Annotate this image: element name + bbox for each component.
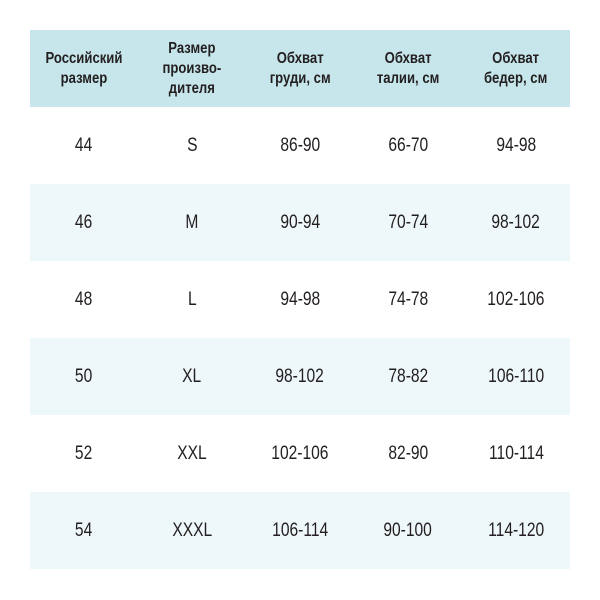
table-cell: 102-106 <box>462 261 570 338</box>
header-hips: Обхват бедер, см <box>462 30 570 107</box>
table-cell: 48 <box>30 261 138 338</box>
table-cell: 44 <box>30 107 138 184</box>
cell-value: 94-98 <box>496 134 536 156</box>
table-cell: 94-98 <box>462 107 570 184</box>
table-cell: 66-70 <box>354 107 462 184</box>
cell-value: 70-74 <box>388 211 428 233</box>
table-cell: 78-82 <box>354 338 462 415</box>
cell-value: S <box>186 134 198 156</box>
header-waist: Обхват талии, см <box>354 30 462 107</box>
cell-value: XXXL <box>172 519 212 541</box>
header-manufacturer-size: Размер произво- дителя <box>138 30 246 107</box>
table-cell: 110-114 <box>462 415 570 492</box>
table-cell: 102-106 <box>246 415 354 492</box>
table-cell: 74-78 <box>354 261 462 338</box>
cell-value: 48 <box>75 288 93 310</box>
cell-value: XXL <box>177 442 207 464</box>
cell-value: 106-110 <box>487 365 545 387</box>
cell-value: 90-100 <box>383 519 433 541</box>
cell-value: 114-120 <box>487 519 545 541</box>
cell-value: 98-102 <box>275 365 325 387</box>
table-cell: M <box>138 184 246 261</box>
cell-value: 110-114 <box>488 442 544 464</box>
cell-value: M <box>185 211 199 233</box>
cell-value: 44 <box>75 134 93 156</box>
table-cell: XL <box>138 338 246 415</box>
header-label: Российский размер <box>45 49 123 87</box>
cell-value: 102-106 <box>271 442 329 464</box>
table-row: 48 L 94-98 74-78 102-106 <box>30 261 570 338</box>
table-cell: L <box>138 261 246 338</box>
table-cell: 90-100 <box>354 492 462 569</box>
table-row: 46 M 90-94 70-74 98-102 <box>30 184 570 261</box>
table-cell: 98-102 <box>462 184 570 261</box>
table-row: 54 XXXL 106-114 90-100 114-120 <box>30 492 570 569</box>
cell-value: 94-98 <box>280 288 320 310</box>
table-row: 52 XXL 102-106 82-90 110-114 <box>30 415 570 492</box>
cell-value: 86-90 <box>280 134 320 156</box>
table-cell: 70-74 <box>354 184 462 261</box>
cell-value: 90-94 <box>280 211 320 233</box>
cell-value: L <box>187 288 197 310</box>
cell-value: 98-102 <box>491 211 541 233</box>
size-table: Российский размер Размер произво- дителя О… <box>30 30 570 569</box>
header-label: Размер произво- дителя <box>162 39 222 97</box>
table-cell: 82-90 <box>354 415 462 492</box>
table-cell: 94-98 <box>246 261 354 338</box>
table-cell: 86-90 <box>246 107 354 184</box>
table-cell: S <box>138 107 246 184</box>
table-cell: 98-102 <box>246 338 354 415</box>
table-cell: 50 <box>30 338 138 415</box>
table-row: 50 XL 98-102 78-82 106-110 <box>30 338 570 415</box>
cell-value: 106-114 <box>271 519 329 541</box>
cell-value: 46 <box>75 211 93 233</box>
table-cell: 90-94 <box>246 184 354 261</box>
header-chest: Обхват груди, см <box>246 30 354 107</box>
table-cell: 52 <box>30 415 138 492</box>
table-cell: 106-110 <box>462 338 570 415</box>
table-cell: 46 <box>30 184 138 261</box>
cell-value: 78-82 <box>388 365 428 387</box>
cell-value: 82-90 <box>388 442 428 464</box>
header-russian-size: Российский размер <box>30 30 138 107</box>
cell-value: 54 <box>75 519 93 541</box>
cell-value: 102-106 <box>487 288 545 310</box>
table-cell: 106-114 <box>246 492 354 569</box>
cell-value: 52 <box>75 442 93 464</box>
cell-value: XL <box>182 365 202 387</box>
cell-value: 74-78 <box>388 288 428 310</box>
cell-value: 66-70 <box>388 134 428 156</box>
header-label: Обхват груди, см <box>269 49 331 87</box>
table-cell: 54 <box>30 492 138 569</box>
table-cell: 114-120 <box>462 492 570 569</box>
header-label: Обхват талии, см <box>376 49 440 87</box>
table-cell: XXXL <box>138 492 246 569</box>
table-cell: XXL <box>138 415 246 492</box>
cell-value: 50 <box>75 365 93 387</box>
table-header: Российский размер Размер произво- дителя О… <box>30 30 570 107</box>
table-row: 44 S 86-90 66-70 94-98 <box>30 107 570 184</box>
header-label: Обхват бедер, см <box>484 49 548 87</box>
